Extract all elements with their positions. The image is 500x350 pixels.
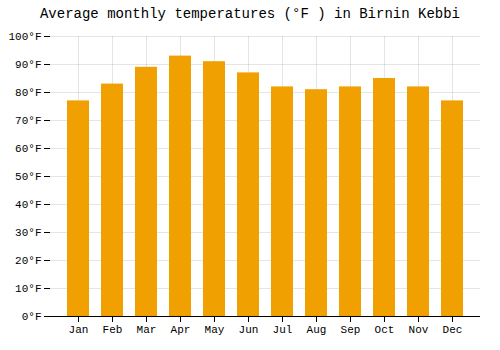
svg-text:50°F: 50°F <box>15 171 41 183</box>
svg-text:40°F: 40°F <box>15 199 41 211</box>
svg-text:20°F: 20°F <box>15 255 41 267</box>
svg-text:80°F: 80°F <box>15 87 41 99</box>
svg-text:10°F: 10°F <box>15 283 41 295</box>
svg-text:90°F: 90°F <box>15 59 41 71</box>
svg-text:Sep: Sep <box>341 324 361 336</box>
svg-text:Apr: Apr <box>171 324 191 336</box>
svg-text:Feb: Feb <box>103 324 123 336</box>
svg-text:Jun: Jun <box>239 324 259 336</box>
svg-text:Aug: Aug <box>307 324 327 336</box>
html-text:Average monthly temperatures (: Average monthly temperatures (°F ) in Bi… <box>40 6 460 22</box>
svg-text:0°F: 0°F <box>22 311 42 323</box>
svg-text:Jul: Jul <box>273 324 293 336</box>
svg-text:100°F: 100°F <box>8 31 41 43</box>
svg-text:Nov: Nov <box>409 324 429 336</box>
svg-text:Jan: Jan <box>69 324 89 336</box>
svg-text:May: May <box>205 324 225 336</box>
svg-text:Dec: Dec <box>443 324 463 336</box>
svg-text:60°F: 60°F <box>15 143 41 155</box>
svg-text:Oct: Oct <box>375 324 395 336</box>
svg-text:70°F: 70°F <box>15 115 41 127</box>
svg-text:Mar: Mar <box>137 324 157 336</box>
svg-text:30°F: 30°F <box>15 227 41 239</box>
